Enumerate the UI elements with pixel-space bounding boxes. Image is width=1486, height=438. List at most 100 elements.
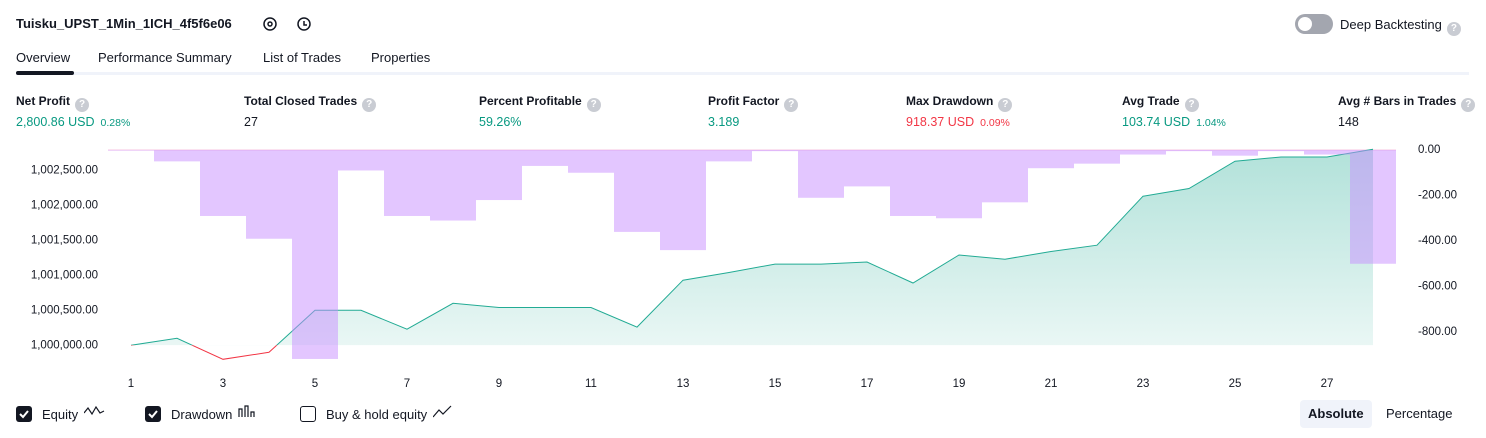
- drawdown-bar: [660, 150, 706, 251]
- legend-label[interactable]: Drawdown: [171, 407, 233, 422]
- y2-tick-label: 0.00: [1418, 144, 1440, 156]
- strategy-title: Tuisku_UPST_1Min_1ICH_4f5f6e06: [16, 16, 232, 31]
- legend-icon-svg: [238, 405, 256, 417]
- x-tick-label: 15: [769, 378, 782, 390]
- chart: 1,000,000.00 1,000,500.00 1,001,000.00 1,00…: [31, 144, 1457, 390]
- metric-value-text: 2,800.86 USD: [16, 115, 95, 129]
- legend-label[interactable]: Buy & hold equity: [326, 407, 428, 422]
- metric-value-text: 3.189: [708, 115, 740, 129]
- x-tick-label: 19: [953, 378, 966, 390]
- drawdown-bar: [154, 150, 200, 162]
- legend-icon-svg: [83, 405, 105, 416]
- drawdown-bar: [292, 150, 338, 359]
- drawdown-bar: [982, 150, 1028, 203]
- metric-label-text: Percent Profitable: [479, 94, 582, 108]
- checkbox[interactable]: [300, 406, 316, 422]
- view-mode[interactable]: Absolute: [1300, 400, 1372, 428]
- y2-tick-label: -600.00: [1418, 281, 1457, 293]
- drawdown-bar: [614, 150, 660, 232]
- info-icon: ?: [998, 98, 1013, 112]
- x-tick-label: 21: [1045, 378, 1058, 390]
- drawdown-bar: [1120, 150, 1166, 155]
- info-icon: ?: [586, 98, 601, 112]
- metric-label-text: Profit Factor: [708, 94, 780, 108]
- x-tick-label: 17: [861, 378, 874, 390]
- drawdown-bar: [1074, 150, 1120, 164]
- x-tick-label: 25: [1229, 378, 1242, 390]
- check: [19, 410, 29, 419]
- y-tick-label: 1,001,000.00: [31, 269, 98, 281]
- drawdown-bar: [1212, 150, 1258, 156]
- checkbox[interactable]: [145, 406, 161, 422]
- legend-label[interactable]: Equity: [42, 407, 79, 422]
- metric-label: Profit Factor?: [708, 94, 799, 112]
- view-mode[interactable]: Percentage: [1386, 406, 1453, 421]
- metric-value-text: 103.74 USD: [1122, 115, 1191, 129]
- tab[interactable]: Properties: [371, 50, 431, 65]
- metric-label-text: Avg Trade: [1122, 94, 1180, 108]
- y-tick-label: 1,001,500.00: [31, 234, 98, 246]
- metric-label-text: Net Profit: [16, 94, 70, 108]
- legend-icon: [83, 405, 106, 424]
- toggle-label: Deep Backtesting?: [1340, 17, 1461, 36]
- metric-label: Avg # Bars in Trades?: [1338, 94, 1476, 112]
- x-tick-label: 5: [312, 378, 318, 390]
- drawdown-bar: [752, 150, 798, 152]
- header-icons[interactable]: [261, 14, 315, 34]
- drawdown-bar: [844, 150, 890, 187]
- metric-label: Percent Profitable?: [479, 94, 601, 112]
- checkbox[interactable]: [16, 406, 32, 422]
- info-icon: ?: [362, 98, 377, 112]
- metric-value: 918.37 USD 0.09%: [906, 113, 1010, 131]
- drawdown-bar: [1350, 150, 1396, 264]
- drawdown-bar: [246, 150, 292, 239]
- drawdown-bar: [430, 150, 476, 221]
- y-tick-label: 1,000,000.00: [31, 339, 98, 351]
- drawdown-bar: [568, 150, 614, 173]
- metric-value: 27: [244, 113, 258, 131]
- check: [148, 410, 158, 419]
- metric-value-text: 27: [244, 115, 258, 129]
- drawdown-bar: [522, 150, 568, 166]
- tab[interactable]: List of Trades: [263, 50, 342, 65]
- drawdown-bar: [1304, 150, 1350, 155]
- y-tick-label: 1,000,500.00: [31, 304, 98, 316]
- metric-value: 3.189: [708, 113, 739, 131]
- drawdown-bar: [108, 150, 154, 151]
- metric-label: Total Closed Trades?: [244, 94, 377, 112]
- drawdown-bar: [798, 150, 844, 198]
- drawdown-bar: [1258, 150, 1304, 152]
- y2-tick-label: -800.00: [1418, 326, 1457, 338]
- metric-value-text: 918.37 USD: [906, 115, 975, 129]
- toggle-text: Deep Backtesting: [1340, 17, 1442, 32]
- x-tick-label: 13: [677, 378, 690, 390]
- drawdown-bar: [476, 150, 522, 201]
- metric-value: 148: [1338, 113, 1359, 131]
- x-tick-label: 23: [1137, 378, 1150, 390]
- drawdown-bar: [200, 150, 246, 216]
- tab[interactable]: Performance Summary: [98, 50, 232, 65]
- metric-value: 103.74 USD 1.04%: [1122, 113, 1226, 131]
- x-tick-label: 1: [128, 378, 134, 390]
- drawdown-bar: [1028, 150, 1074, 169]
- y2-tick-label: -200.00: [1418, 190, 1457, 202]
- y-tick-label: 1,002,000.00: [31, 199, 98, 211]
- metric-value-text: 148: [1338, 115, 1359, 129]
- toggle[interactable]: [1295, 14, 1333, 34]
- tab[interactable]: Overview: [16, 50, 71, 65]
- info-icon: ?: [1184, 98, 1199, 112]
- info-icon: ?: [1461, 98, 1476, 112]
- metric-label-text: Avg # Bars in Trades: [1338, 94, 1457, 108]
- metric-pct: 0.28%: [100, 117, 131, 129]
- x-tick-label: 11: [585, 378, 597, 390]
- x-tick-label: 27: [1321, 378, 1334, 390]
- metric-label: Avg Trade?: [1122, 94, 1199, 112]
- info-icon: ?: [784, 98, 799, 112]
- metric-value: 2,800.86 USD 0.28%: [16, 113, 130, 131]
- drawdown-bar: [706, 150, 752, 162]
- x-tick-label: 7: [404, 378, 410, 390]
- drawdown-bar: [890, 150, 936, 216]
- metric-value-text: 59.26%: [479, 115, 522, 129]
- tab-rule: [16, 72, 1469, 75]
